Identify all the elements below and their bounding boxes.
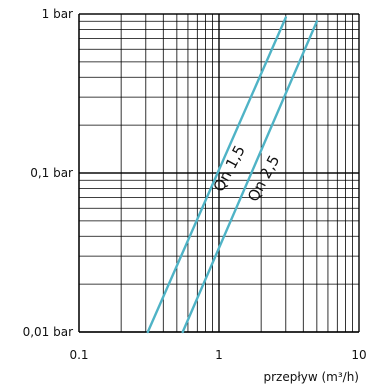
x-axis-label: przepływ (m³/h) (263, 370, 359, 384)
x-tick-label: 1 (215, 348, 223, 362)
y-tick-label: 1 bar (42, 7, 73, 21)
x-tick-label: 0.1 (69, 348, 88, 362)
axes (78, 13, 360, 333)
series-line-1 (146, 16, 287, 334)
x-tick-label: 10 (351, 348, 366, 362)
y-tick-label: 0,01 bar (23, 325, 74, 339)
y-tick-label: 0,1 bar (30, 166, 73, 180)
series-line-2 (181, 20, 319, 334)
series-lines (146, 16, 319, 334)
series-label: Qn 1,5 (210, 142, 249, 195)
